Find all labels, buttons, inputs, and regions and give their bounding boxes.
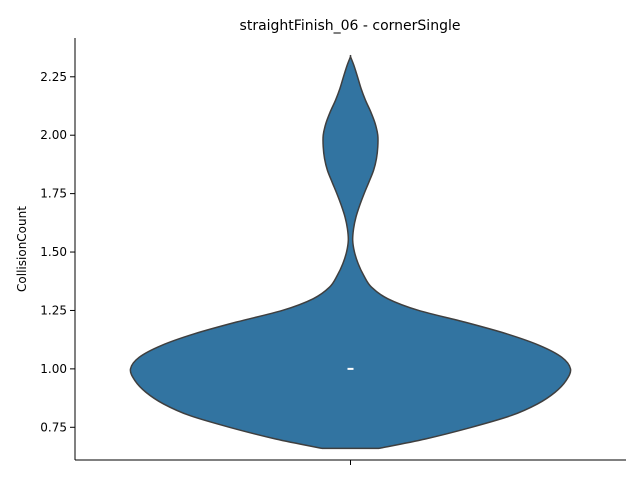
y-axis-label: CollisionCount (15, 206, 29, 292)
chart-title: straightFinish_06 - cornerSingle (240, 18, 461, 34)
violin-body (129, 54, 572, 450)
y-tick-label: 1.75 (40, 187, 67, 201)
y-tick-label: 1.00 (40, 362, 67, 376)
violin-layer (129, 54, 572, 450)
y-tick-label: 1.25 (40, 303, 67, 317)
y-tick-label: 1.50 (40, 245, 67, 259)
y-ticks: 0.75 1.00 1.25 1.50 1.75 2.00 2.25 (40, 70, 75, 434)
y-tick-label: 2.00 (40, 128, 67, 142)
y-tick-label: 2.25 (40, 70, 67, 84)
y-tick-label: 0.75 (40, 420, 67, 434)
